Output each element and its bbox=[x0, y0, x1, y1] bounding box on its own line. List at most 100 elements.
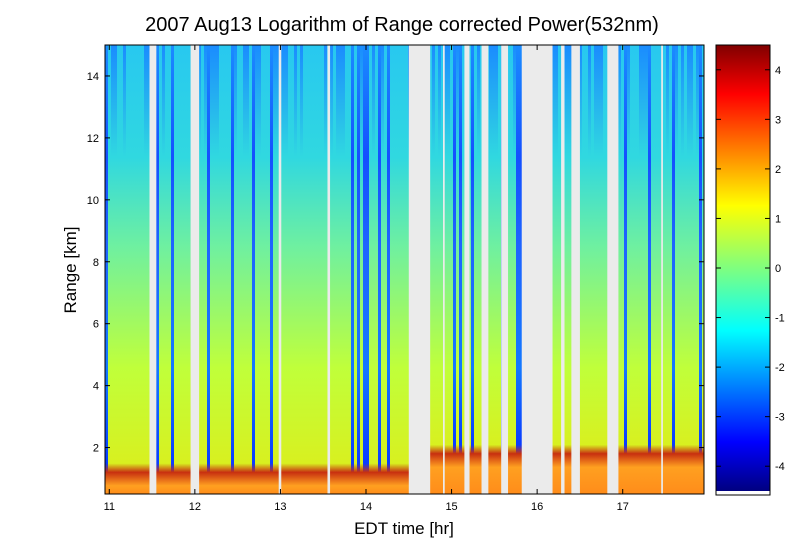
heatmap-column bbox=[339, 45, 342, 494]
x-tick-label: 12 bbox=[189, 501, 201, 513]
colorbar-frame bbox=[715, 44, 771, 496]
heatmap-column bbox=[213, 45, 216, 494]
heatmap-column bbox=[321, 45, 324, 494]
heatmap-column bbox=[156, 45, 159, 494]
heatmap-column bbox=[429, 45, 432, 494]
heatmap-column bbox=[585, 45, 588, 494]
no-data-gap bbox=[408, 45, 431, 494]
heatmap-column bbox=[672, 45, 675, 494]
heatmap-column bbox=[639, 45, 642, 494]
heatmap-column bbox=[366, 45, 369, 494]
heatmap-column bbox=[453, 45, 456, 494]
heatmap-column bbox=[165, 45, 168, 494]
heatmap-column bbox=[222, 45, 225, 494]
plot-frame bbox=[104, 44, 705, 495]
colorbar-underflow bbox=[716, 491, 770, 495]
heatmap-column bbox=[315, 45, 318, 494]
heatmap-column bbox=[588, 45, 591, 494]
heatmap-column bbox=[636, 45, 639, 494]
heatmap-column bbox=[189, 45, 192, 494]
heatmap-column bbox=[681, 45, 684, 494]
y-tick-label: 12 bbox=[87, 133, 99, 145]
heatmap-column bbox=[516, 45, 519, 494]
heatmap-column bbox=[159, 45, 162, 494]
heatmap-column bbox=[399, 45, 402, 494]
heatmap-column bbox=[651, 45, 654, 494]
heatmap-column bbox=[267, 45, 270, 494]
y-tick-label: 6 bbox=[93, 319, 99, 331]
x-axis: 11 12 13 14 15 16 17 bbox=[104, 45, 629, 513]
heatmap-column bbox=[402, 45, 405, 494]
heatmap-column bbox=[186, 45, 189, 494]
heatmap-column bbox=[645, 45, 648, 494]
heatmap-column bbox=[669, 45, 672, 494]
heatmap-column bbox=[291, 45, 294, 494]
chart-title: 2007 Aug13 Logarithm of Range corrected … bbox=[145, 14, 659, 36]
heatmap-column bbox=[363, 45, 366, 494]
x-axis-label: EDT time [hr] bbox=[354, 519, 454, 538]
heatmap-column bbox=[270, 45, 273, 494]
heatmap-column bbox=[294, 45, 297, 494]
heatmap-column bbox=[666, 45, 669, 494]
heatmap-column bbox=[513, 45, 516, 494]
no-data-gap bbox=[561, 45, 565, 494]
no-data-gap bbox=[571, 45, 580, 494]
heatmap-column bbox=[552, 45, 555, 494]
heatmap-column bbox=[489, 45, 492, 494]
heatmap-column bbox=[141, 45, 144, 494]
heatmap-column bbox=[471, 45, 474, 494]
heatmap-column bbox=[285, 45, 288, 494]
heatmap-column bbox=[300, 45, 303, 494]
heatmap-column bbox=[207, 45, 210, 494]
heatmap-column bbox=[591, 45, 594, 494]
heatmap-column bbox=[447, 45, 450, 494]
y-axis: 2 4 6 8 10 12 14 bbox=[87, 71, 704, 455]
heatmap-column bbox=[255, 45, 258, 494]
no-data-gaps bbox=[149, 45, 663, 494]
heatmap-column bbox=[435, 45, 438, 494]
no-data-gap bbox=[521, 45, 553, 494]
heatmap-column bbox=[303, 45, 306, 494]
heatmap-column bbox=[594, 45, 597, 494]
heatmap-column bbox=[618, 45, 621, 494]
colorbar-tick-label: -1 bbox=[775, 313, 785, 325]
x-tick-label: 17 bbox=[617, 501, 629, 513]
heatmap-column bbox=[333, 45, 336, 494]
heatmap-column bbox=[210, 45, 213, 494]
heatmap-column bbox=[519, 45, 522, 494]
no-data-gap bbox=[661, 45, 663, 494]
heatmap-column bbox=[297, 45, 300, 494]
heatmap-column bbox=[495, 45, 498, 494]
colorbar-tick-label: -3 bbox=[775, 412, 785, 424]
heatmap-column bbox=[582, 45, 585, 494]
heatmap-column bbox=[648, 45, 651, 494]
y-tick-label: 2 bbox=[93, 443, 99, 455]
heatmap-column bbox=[687, 45, 690, 494]
heatmap-column bbox=[492, 45, 495, 494]
heatmap-column bbox=[273, 45, 276, 494]
heatmap-column bbox=[183, 45, 186, 494]
heatmap-column bbox=[261, 45, 264, 494]
heatmap-column bbox=[243, 45, 246, 494]
no-data-gap bbox=[481, 45, 489, 494]
heatmap-column bbox=[201, 45, 204, 494]
heatmap-column bbox=[597, 45, 600, 494]
heatmap-column bbox=[567, 45, 570, 494]
heatmap-column bbox=[114, 45, 117, 494]
colorbar-tick-label: 3 bbox=[775, 114, 781, 126]
heatmap-column bbox=[252, 45, 255, 494]
heatmap-column bbox=[381, 45, 384, 494]
heatmap-column bbox=[168, 45, 171, 494]
heatmap-column bbox=[369, 45, 372, 494]
heatmap-column bbox=[330, 45, 333, 494]
heatmap-column bbox=[216, 45, 219, 494]
colorbar-ticks: -4 -3 -2 -1 0 1 2 3 4 bbox=[716, 65, 785, 473]
heatmap-column bbox=[237, 45, 240, 494]
heatmap-column bbox=[342, 45, 345, 494]
colorbar-tick-label: -4 bbox=[775, 461, 785, 473]
heatmap-column bbox=[378, 45, 381, 494]
heatmap-column bbox=[390, 45, 393, 494]
heatmap-column bbox=[696, 45, 699, 494]
heatmap-column bbox=[462, 45, 465, 494]
colorbar: -4 -3 -2 -1 0 1 2 3 4 bbox=[715, 44, 785, 496]
